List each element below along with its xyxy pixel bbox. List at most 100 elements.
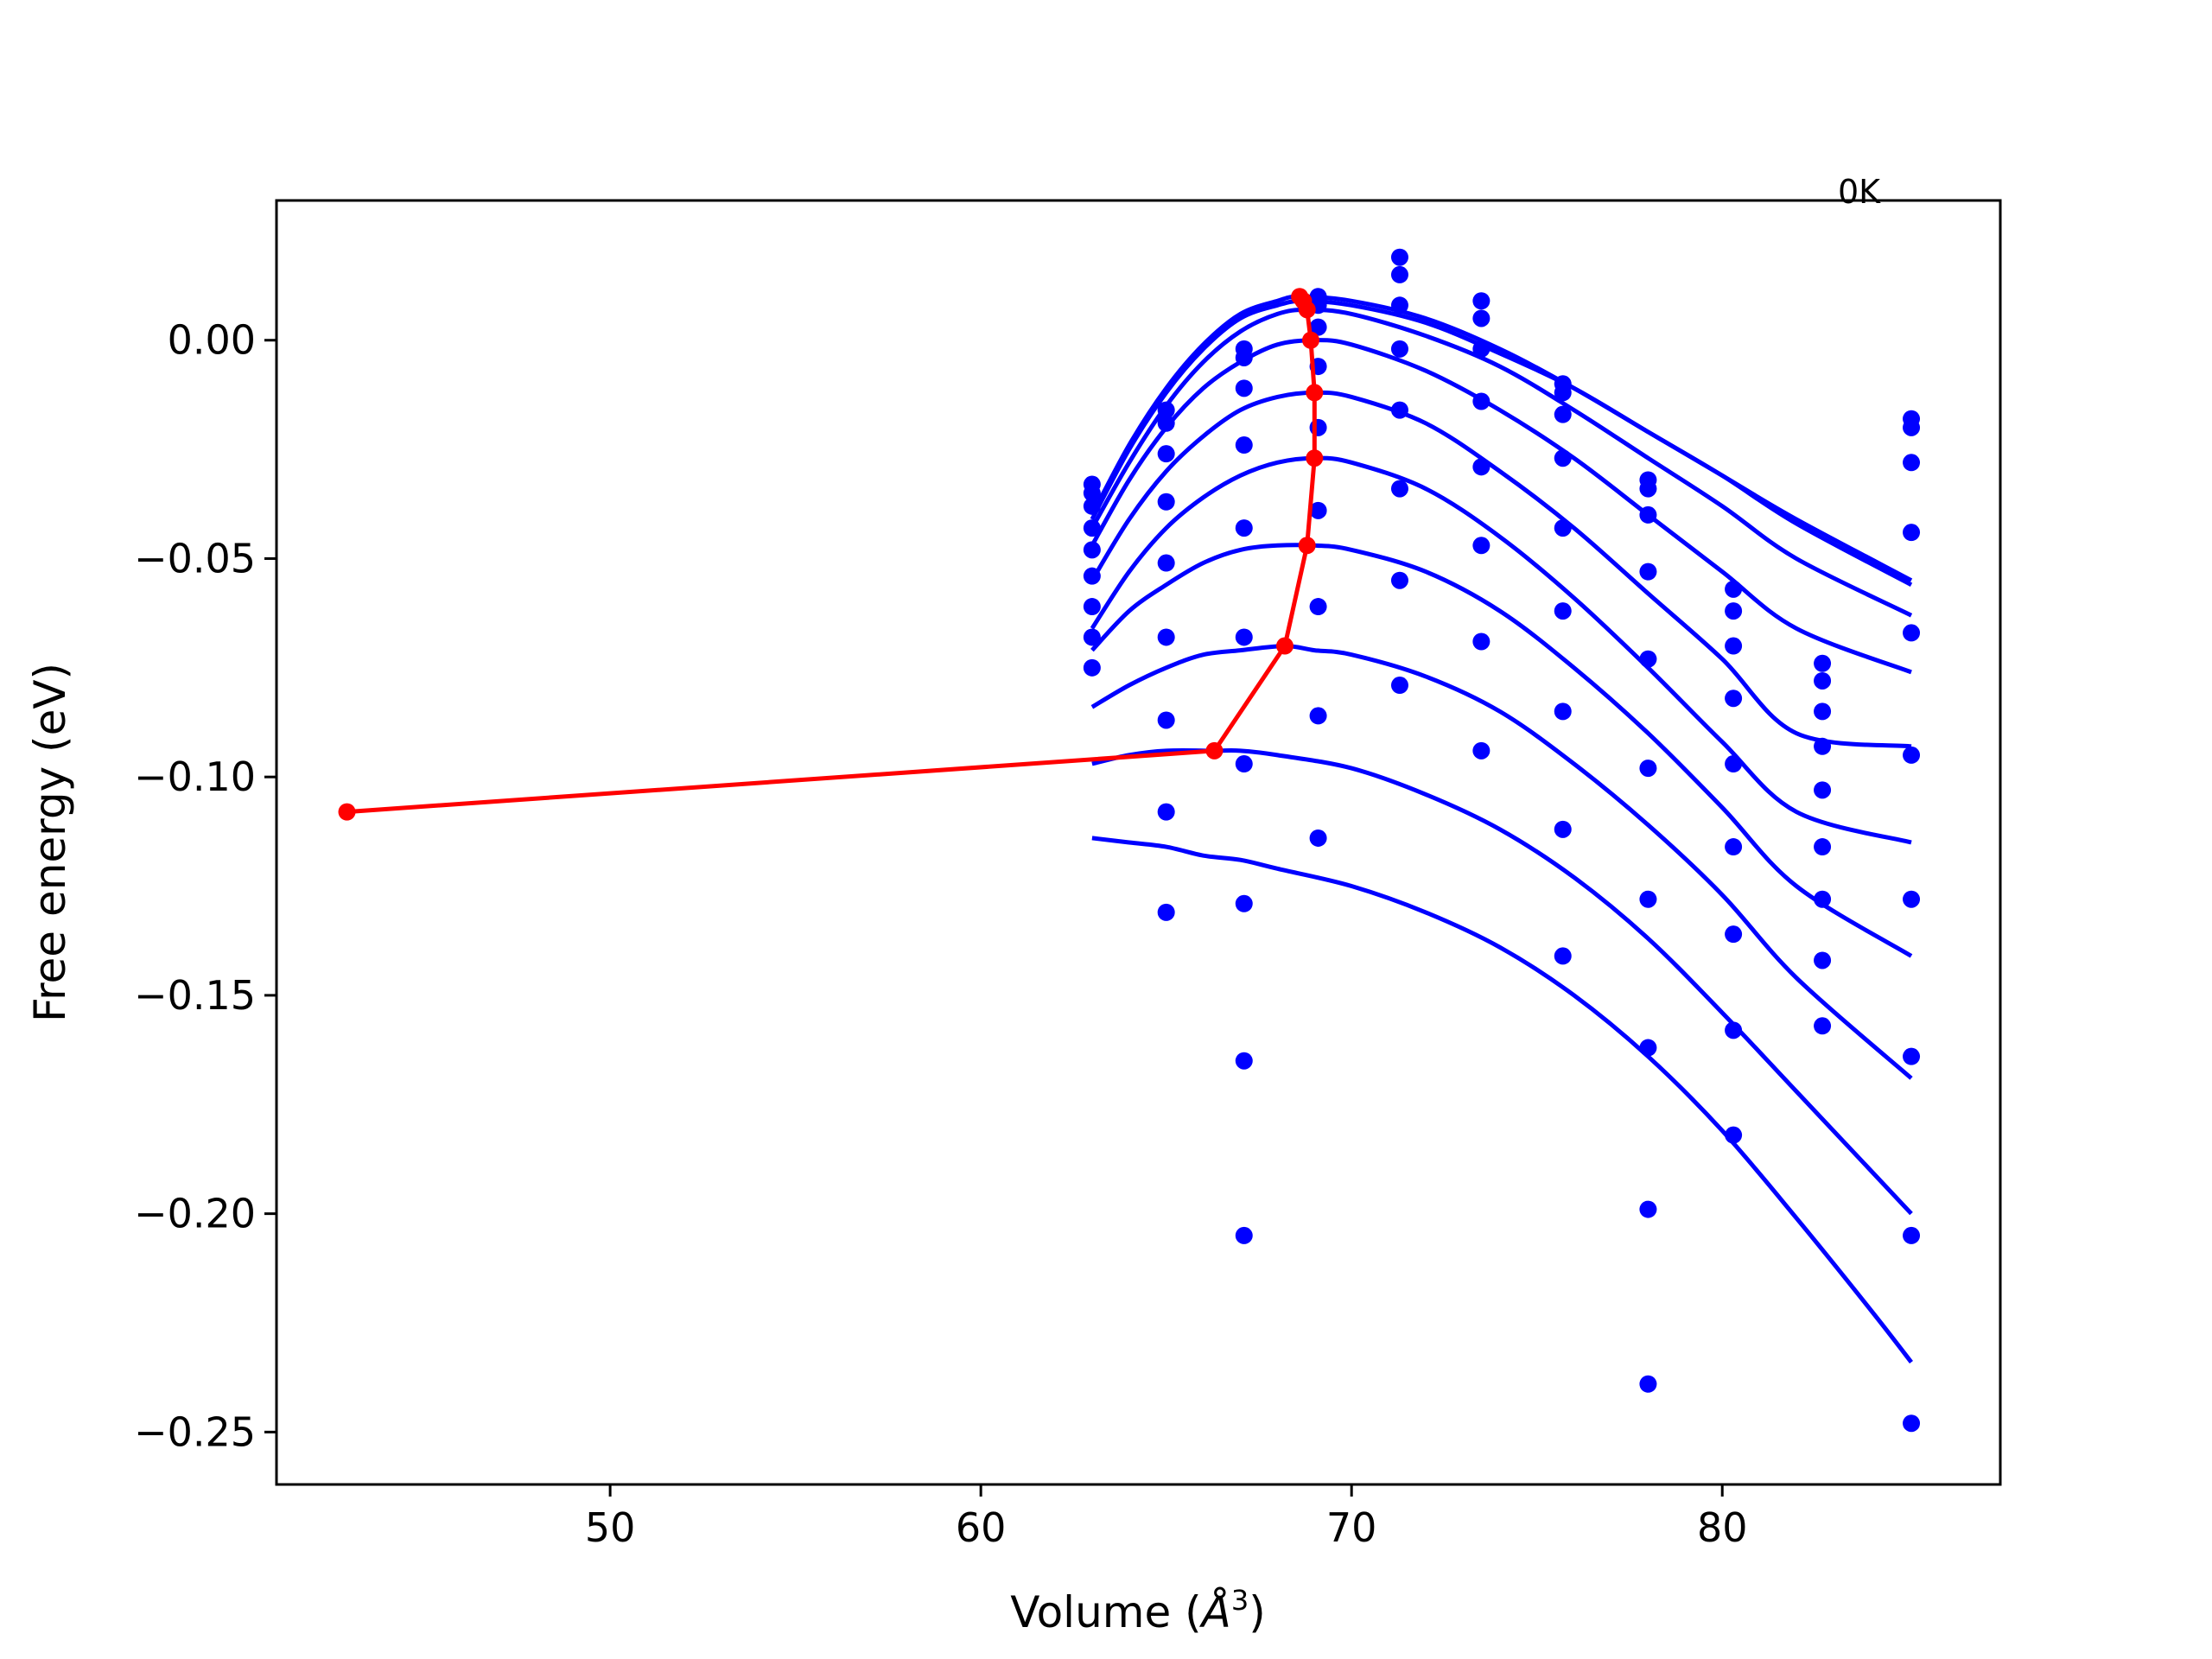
x-axis-label-close: )	[1249, 1587, 1266, 1637]
data-point	[1639, 1039, 1657, 1057]
data-point	[1725, 925, 1743, 944]
data-point	[1235, 348, 1253, 366]
data-point	[1235, 1226, 1253, 1244]
y-axis-label: Free energy (eV)	[25, 663, 75, 1022]
data-point	[1725, 580, 1743, 598]
data-point	[1903, 1047, 1921, 1065]
data-point	[1390, 571, 1408, 589]
data-point	[1083, 519, 1101, 537]
fit-curve	[1090, 644, 1913, 1080]
data-point	[1554, 449, 1572, 467]
data-point	[1309, 418, 1327, 436]
data-point	[1814, 1017, 1832, 1035]
x-axis-label-text: Volume (	[1010, 1587, 1201, 1637]
data-point	[1472, 458, 1491, 476]
data-point	[1725, 1126, 1743, 1144]
data-point	[1554, 519, 1572, 537]
data-point	[1903, 624, 1921, 642]
data-point	[1639, 505, 1657, 524]
y-tick-label: −0.10	[134, 753, 256, 800]
minimum-path-point	[1302, 331, 1319, 349]
data-point	[1472, 537, 1491, 555]
data-point	[1083, 628, 1101, 646]
data-point	[1472, 741, 1491, 760]
fit-curve	[1090, 455, 1912, 845]
data-point	[1157, 903, 1175, 921]
data-point	[1639, 1375, 1657, 1393]
x-axis-label-symbol: Å	[1199, 1587, 1231, 1637]
data-point	[1814, 702, 1832, 721]
data-point	[1725, 755, 1743, 773]
data-point	[1903, 454, 1921, 472]
fit-curve	[1090, 543, 1913, 958]
data-point	[1814, 890, 1832, 908]
fit-curve	[1090, 390, 1912, 749]
data-point	[1725, 838, 1743, 856]
minimum-path-point	[1298, 537, 1316, 555]
data-point	[1554, 384, 1572, 402]
data-point	[1390, 677, 1408, 695]
minimum-path-point	[1306, 449, 1324, 467]
data-point	[1814, 654, 1832, 672]
data-point	[1725, 1021, 1743, 1039]
data-point	[1814, 838, 1832, 856]
data-point	[1639, 563, 1657, 581]
data-point	[1390, 340, 1408, 358]
data-point	[1903, 1226, 1921, 1244]
data-point	[1390, 401, 1408, 419]
data-point	[1390, 296, 1408, 315]
data-point	[1903, 524, 1921, 542]
x-axis: 50 60 70 80	[585, 1484, 1747, 1551]
data-point	[1639, 1200, 1657, 1218]
y-tick-label: −0.05	[134, 535, 256, 582]
plot-frame	[275, 199, 2002, 1486]
data-point	[1814, 951, 1832, 969]
x-tick-label: 60	[956, 1504, 1007, 1551]
data-point	[1390, 248, 1408, 266]
fit-curve	[1091, 836, 1913, 1364]
data-point	[1554, 702, 1572, 721]
data-point	[1639, 760, 1657, 778]
fit-curve	[1090, 307, 1913, 618]
data-point	[1639, 650, 1657, 668]
data-point	[1083, 598, 1101, 616]
y-tick-label: −0.15	[134, 972, 256, 1019]
data-point	[1390, 265, 1408, 283]
data-point	[1472, 292, 1491, 310]
data-point	[1157, 711, 1175, 729]
x-axis-label-exponent: 3	[1231, 1584, 1249, 1617]
annotation-0k: 0K	[1838, 173, 1881, 211]
data-point	[1309, 598, 1327, 616]
plot-content	[338, 248, 1921, 1433]
minimum-path-point	[1291, 288, 1309, 306]
data-point	[1083, 541, 1101, 559]
data-point	[1309, 318, 1327, 336]
data-point	[1309, 501, 1327, 519]
y-tick-label: −0.20	[134, 1191, 256, 1237]
data-point	[1472, 309, 1491, 327]
minimum-path-point	[1205, 741, 1224, 760]
data-point	[1472, 392, 1491, 410]
data-point	[1639, 480, 1657, 498]
x-tick-label: 50	[585, 1504, 636, 1551]
data-point	[1083, 658, 1101, 677]
data-point	[1725, 690, 1743, 708]
data-point	[1903, 418, 1921, 436]
x-axis-label: Volume (Å3)	[1010, 1584, 1265, 1637]
data-point	[1235, 436, 1253, 454]
y-axis: 0.00 −0.05 −0.10 −0.15 −0.20 −0.25	[134, 317, 276, 1455]
data-point	[1472, 340, 1491, 358]
data-point	[1157, 401, 1175, 419]
data-point	[1157, 628, 1175, 646]
data-point	[1309, 707, 1327, 725]
data-point	[1554, 602, 1572, 620]
fit-curve	[1090, 338, 1912, 675]
data-point	[1157, 445, 1175, 463]
data-point	[1554, 405, 1572, 423]
data-point	[1554, 947, 1572, 965]
data-point	[1472, 632, 1491, 651]
data-point	[1554, 820, 1572, 838]
data-point	[1814, 671, 1832, 690]
